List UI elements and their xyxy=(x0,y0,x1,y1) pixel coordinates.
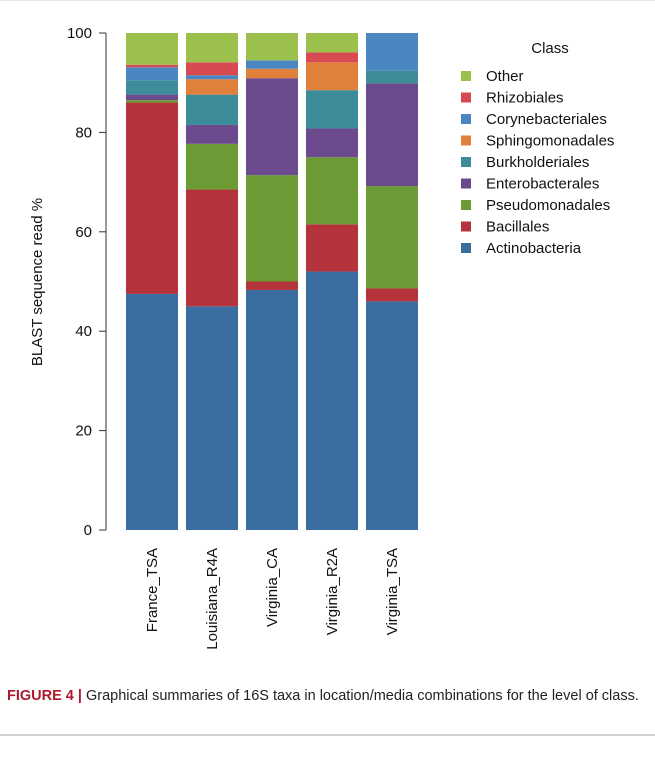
bar-segment xyxy=(186,94,238,125)
bar-segment xyxy=(306,271,358,530)
caption-divider xyxy=(0,734,655,736)
bar-segment xyxy=(366,70,418,84)
y-tick-label: 80 xyxy=(75,124,92,141)
bar-segment xyxy=(246,78,298,176)
bar-segment xyxy=(306,224,358,272)
legend-swatch xyxy=(461,157,471,167)
bar-segment xyxy=(366,33,418,71)
x-tick-label: Louisiana_R4A xyxy=(204,548,221,650)
bar-segment xyxy=(306,128,358,158)
legend-swatch xyxy=(461,221,471,232)
bar-segment xyxy=(366,186,418,289)
y-tick-label: 0 xyxy=(84,522,92,539)
bar-segment xyxy=(186,75,238,80)
bar-segment xyxy=(246,68,298,79)
x-tick-label: Virginia_TSA xyxy=(384,548,401,635)
bar-segment xyxy=(186,189,238,307)
bar-segment xyxy=(306,52,358,63)
bar-segment xyxy=(126,80,178,95)
legend-label: Sphingomonadales xyxy=(486,133,614,150)
bar-segment xyxy=(126,94,178,101)
legend-label: Bacillales xyxy=(486,219,549,236)
y-tick-label: 60 xyxy=(75,224,92,241)
legend-label: Actinobacteria xyxy=(486,240,582,257)
bar-segment xyxy=(126,33,178,65)
bar-segment xyxy=(186,62,238,76)
bar-segment xyxy=(246,33,298,61)
y-axis: BLAST sequence read % xyxy=(29,33,107,530)
x-tick-label: France_TSA xyxy=(144,548,161,632)
bars xyxy=(126,33,418,530)
bar-segment xyxy=(306,62,358,91)
bar-segment xyxy=(126,64,178,68)
bar-segment xyxy=(126,100,178,103)
legend-label: Pseudomonadales xyxy=(486,197,610,214)
legend-label: Rhizobiales xyxy=(486,90,564,107)
bar-segment xyxy=(126,67,178,81)
legend-label: Other xyxy=(486,68,524,85)
legend-label: Corynebacteriales xyxy=(486,111,607,128)
bar-segment xyxy=(246,60,298,69)
bar-segment xyxy=(186,79,238,95)
bar-segment xyxy=(246,289,298,530)
figure-top-border xyxy=(0,0,655,1)
bar-segment xyxy=(366,83,418,187)
legend-swatch xyxy=(461,135,471,146)
bar-segment xyxy=(246,281,298,290)
y-tick-label: 20 xyxy=(75,423,92,440)
legend-title: Class xyxy=(531,40,569,57)
bar-segment xyxy=(306,157,358,225)
bar-segment xyxy=(366,301,418,530)
bar-segment xyxy=(186,124,238,144)
legend-label: Enterobacterales xyxy=(486,176,599,193)
bar-segment xyxy=(126,293,178,530)
bar-segment xyxy=(306,33,358,53)
caption-text: Graphical summaries of 16S taxa in locat… xyxy=(81,688,639,704)
x-tick-labels: France_TSA Louisiana_R4A Virginia_CA Virgin… xyxy=(144,548,401,650)
bar-segment xyxy=(366,288,418,302)
bar-segment xyxy=(306,90,358,129)
legend-swatch xyxy=(461,114,471,124)
bar-segment xyxy=(186,143,238,190)
figure-caption: FIGURE 4 | Graphical summaries of 16S ta… xyxy=(7,686,647,706)
legend-swatch xyxy=(461,178,471,189)
y-tick-label: 40 xyxy=(75,323,92,340)
y-tick-label: 100 xyxy=(67,25,92,42)
legend-swatch xyxy=(461,243,471,253)
y-axis-label: BLAST sequence read % xyxy=(29,198,46,366)
bar-segment xyxy=(126,102,178,294)
legend-label: Burkholderiales xyxy=(486,154,589,171)
x-tick-label: Virginia_CA xyxy=(264,548,281,627)
bar-segment xyxy=(186,306,238,530)
y-ticks: 0 20 40 60 80 100 xyxy=(67,25,106,539)
bar-segment xyxy=(246,175,298,282)
stacked-bar-chart: BLAST sequence read % 0 20 40 60 80 100 Franc… xyxy=(29,25,614,650)
caption-lead: FIGURE 4 | xyxy=(7,688,82,704)
legend: Class Other Rhizobiales Corynebacteriales S… xyxy=(461,40,614,257)
legend-swatch xyxy=(461,92,471,103)
bar-segment xyxy=(186,33,238,63)
legend-swatch xyxy=(461,200,471,210)
legend-swatch xyxy=(461,71,471,81)
x-tick-label: Virginia_R2A xyxy=(324,548,341,635)
